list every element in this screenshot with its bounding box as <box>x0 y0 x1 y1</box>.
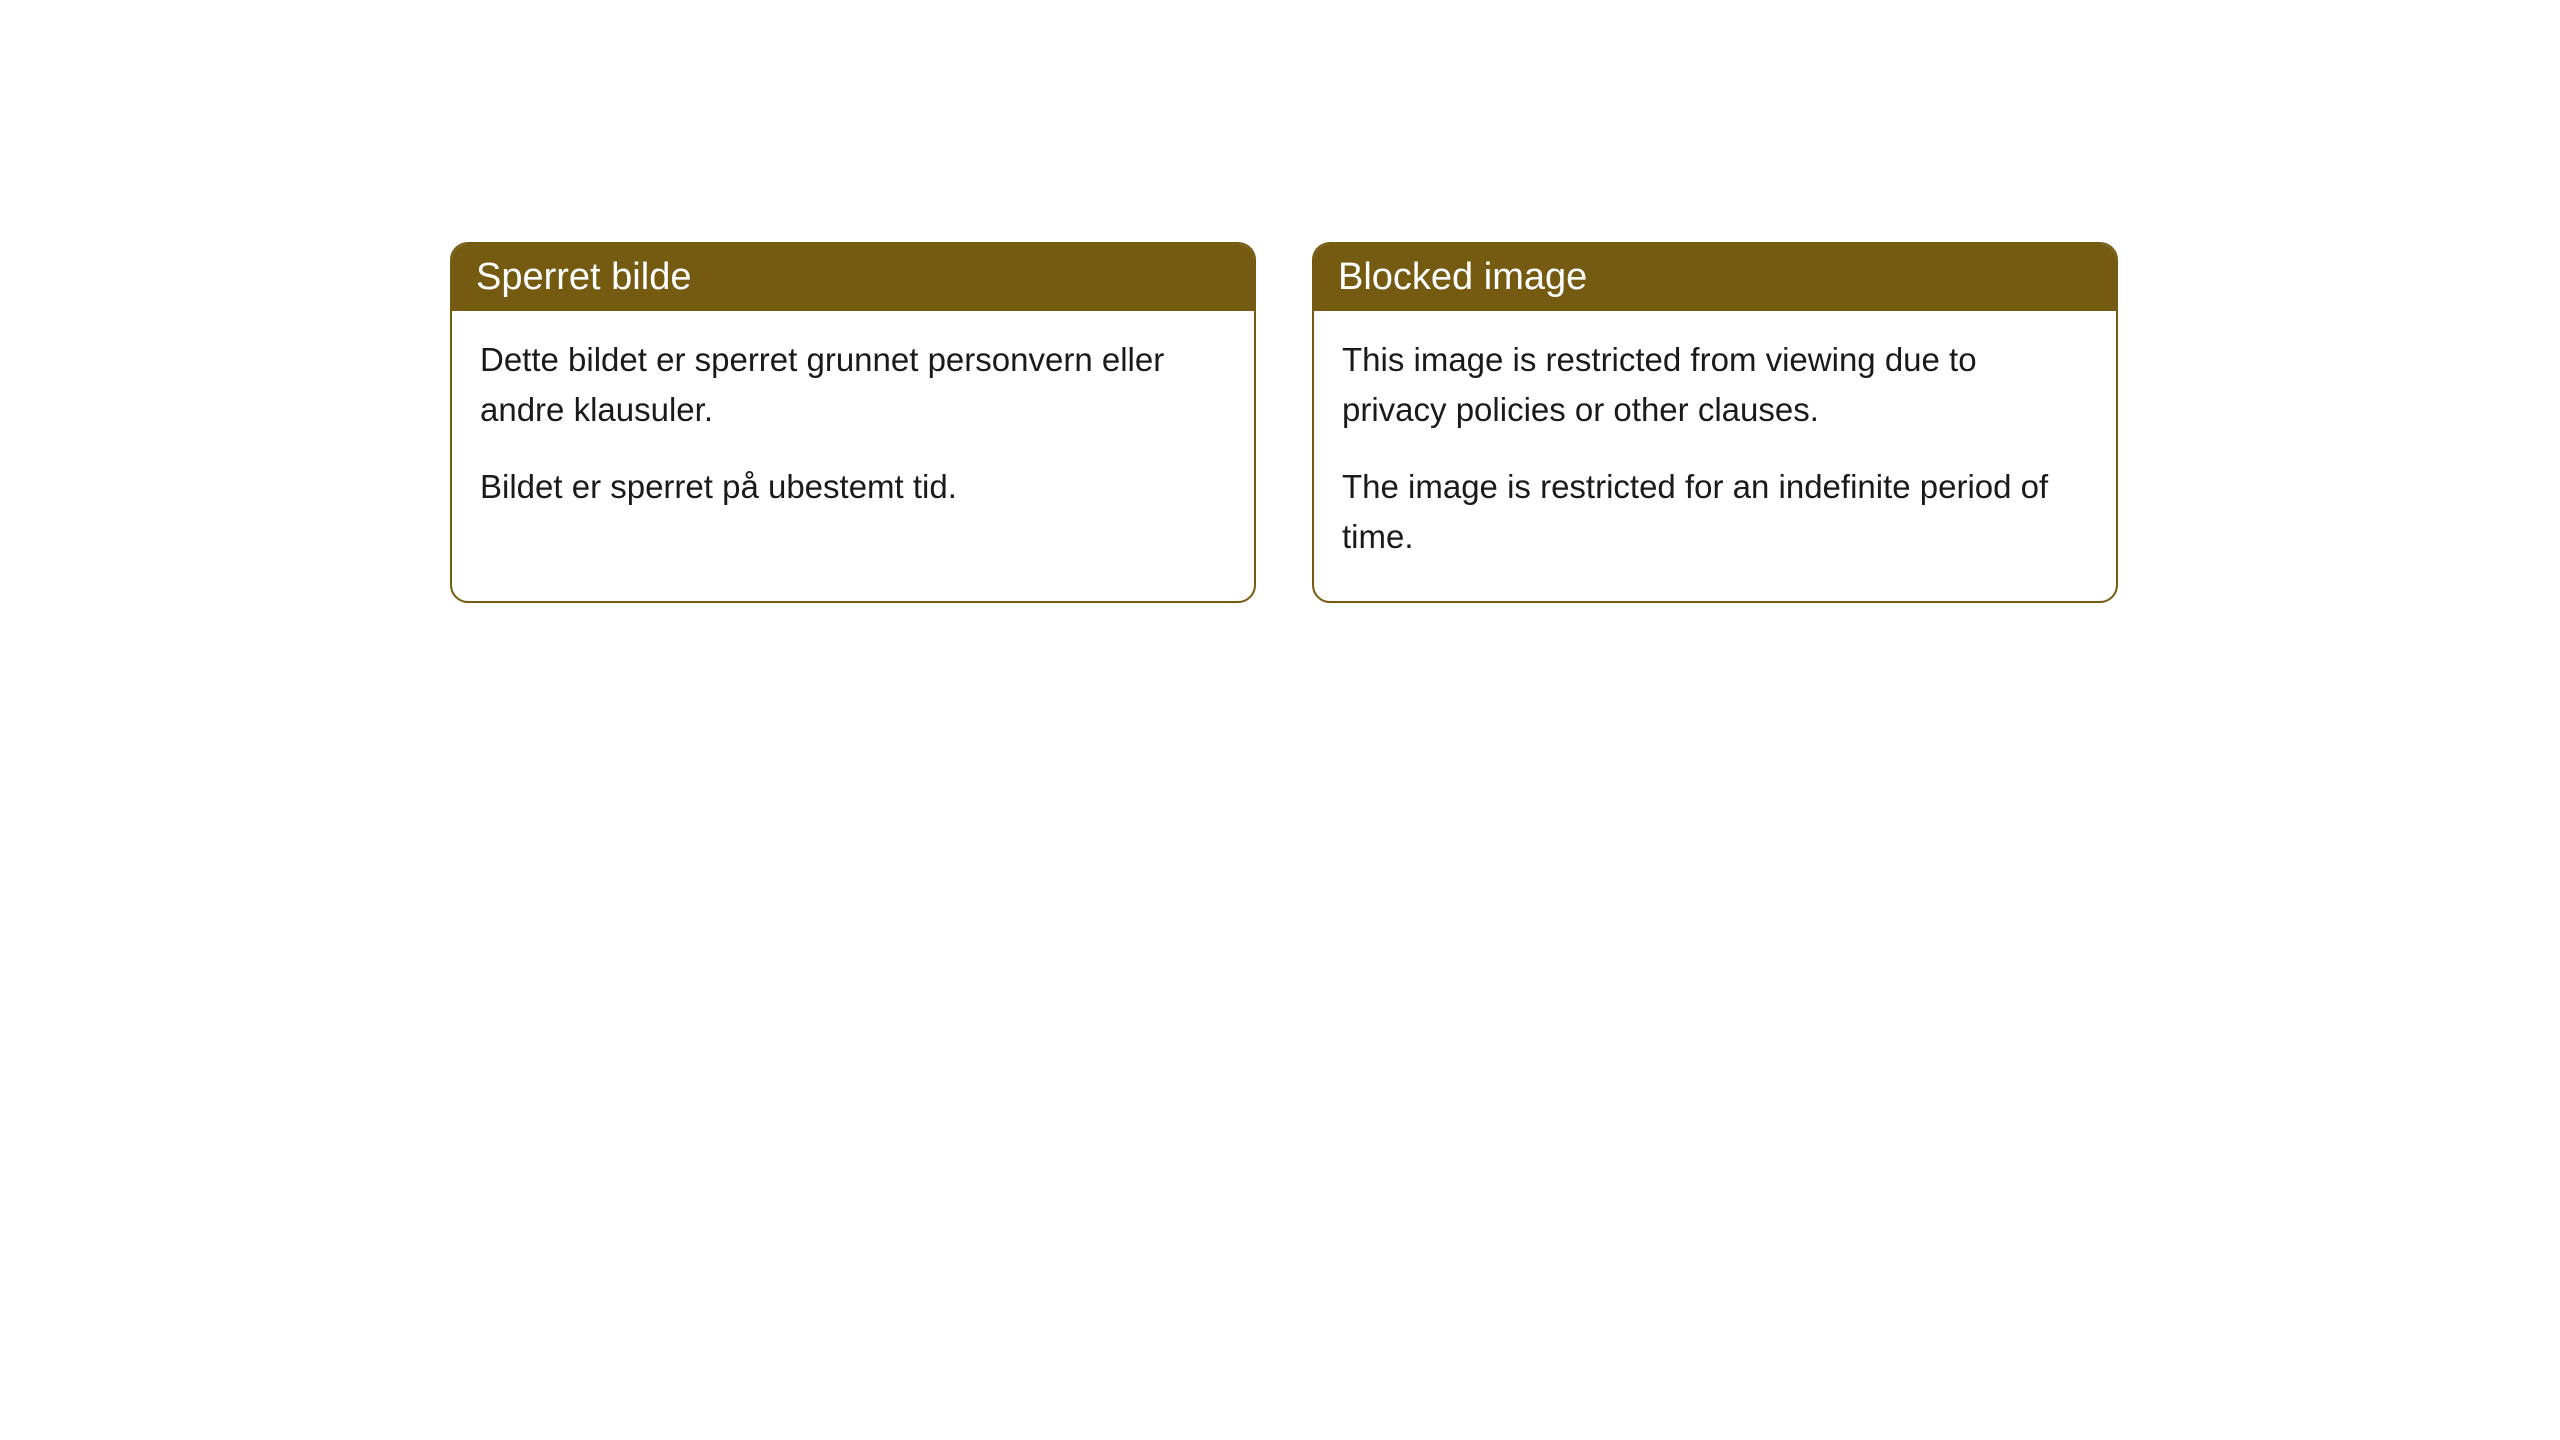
notice-header: Sperret bilde <box>452 244 1254 311</box>
notice-paragraph: Bildet er sperret på ubestemt tid. <box>480 462 1226 512</box>
notice-card-english: Blocked image This image is restricted f… <box>1312 242 2118 603</box>
notice-card-norwegian: Sperret bilde Dette bildet er sperret gr… <box>450 242 1256 603</box>
notice-body: This image is restricted from viewing du… <box>1314 311 2116 601</box>
notice-paragraph: Dette bildet er sperret grunnet personve… <box>480 335 1226 434</box>
notice-header: Blocked image <box>1314 244 2116 311</box>
notice-paragraph: This image is restricted from viewing du… <box>1342 335 2088 434</box>
notice-container: Sperret bilde Dette bildet er sperret gr… <box>0 0 2560 603</box>
notice-paragraph: The image is restricted for an indefinit… <box>1342 462 2088 561</box>
notice-body: Dette bildet er sperret grunnet personve… <box>452 311 1254 552</box>
